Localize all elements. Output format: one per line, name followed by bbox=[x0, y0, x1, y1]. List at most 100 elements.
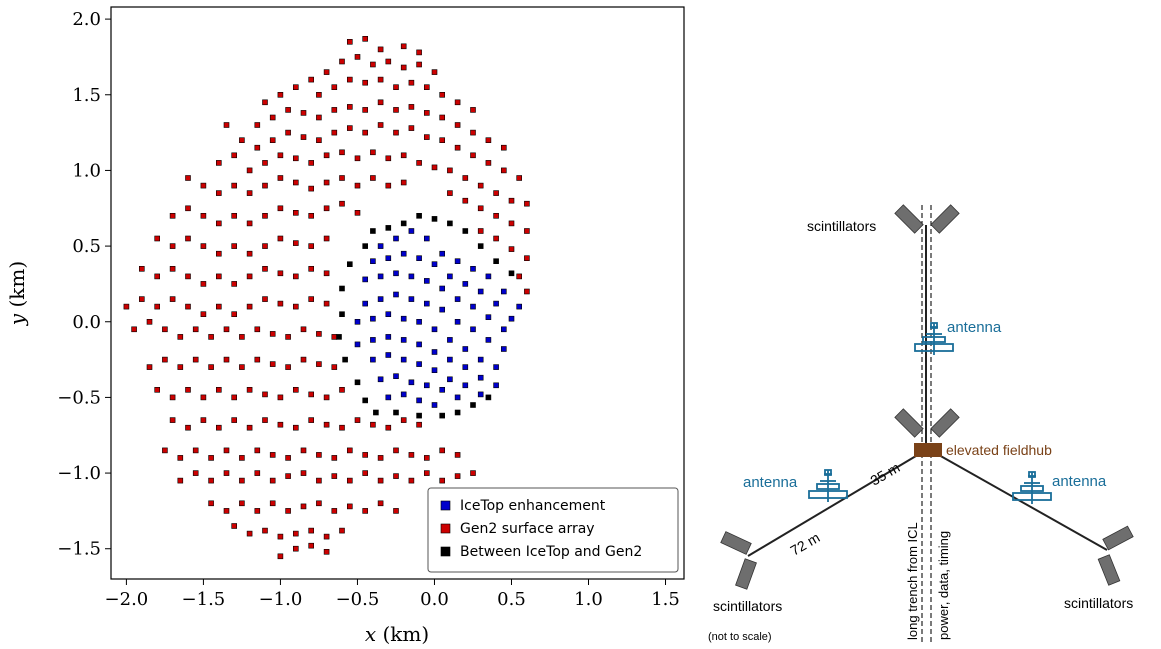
data-point bbox=[339, 58, 345, 65]
data-point bbox=[470, 265, 476, 272]
data-point bbox=[416, 397, 422, 404]
data-point bbox=[316, 477, 322, 484]
data-point bbox=[400, 417, 407, 423]
data-point bbox=[393, 409, 399, 416]
data-point bbox=[354, 318, 361, 325]
data-point bbox=[277, 235, 284, 242]
data-point bbox=[339, 424, 345, 431]
trench-sublabel: power, data, timing bbox=[936, 531, 951, 640]
data-point bbox=[285, 129, 291, 136]
data-point bbox=[462, 197, 469, 204]
data-point bbox=[292, 155, 299, 162]
antenna-left-icon bbox=[808, 469, 848, 502]
data-point bbox=[370, 315, 376, 322]
data-point bbox=[377, 376, 384, 383]
data-point bbox=[200, 394, 207, 401]
data-point bbox=[524, 255, 530, 261]
data-point bbox=[462, 281, 469, 287]
data-point bbox=[262, 160, 268, 166]
data-point bbox=[354, 417, 361, 423]
data-point bbox=[146, 318, 153, 325]
data-point bbox=[454, 394, 461, 401]
data-point bbox=[439, 114, 446, 121]
antenna-left-label: antenna bbox=[743, 474, 798, 491]
data-point bbox=[308, 160, 315, 166]
legend-swatch-icetop bbox=[440, 500, 451, 511]
data-point bbox=[331, 334, 338, 340]
data-point bbox=[262, 265, 268, 272]
data-point bbox=[308, 296, 315, 302]
data-point bbox=[524, 288, 530, 295]
data-point bbox=[269, 477, 276, 484]
data-point bbox=[254, 122, 261, 128]
data-point bbox=[516, 303, 523, 310]
scintillator-panel bbox=[930, 204, 960, 234]
data-point bbox=[208, 500, 214, 507]
data-point bbox=[385, 255, 392, 261]
data-point bbox=[439, 306, 446, 313]
data-point bbox=[346, 38, 353, 45]
scintillator-panel bbox=[894, 204, 924, 234]
data-point bbox=[462, 175, 469, 181]
data-point bbox=[131, 326, 137, 333]
data-point bbox=[200, 417, 207, 423]
data-point bbox=[231, 394, 237, 401]
data-point bbox=[331, 364, 338, 370]
data-point bbox=[462, 382, 469, 389]
data-point bbox=[346, 503, 353, 510]
data-point bbox=[285, 473, 291, 479]
data-point bbox=[393, 270, 399, 277]
data-point bbox=[416, 421, 422, 428]
data-point bbox=[323, 179, 330, 186]
data-point bbox=[408, 125, 415, 131]
antenna-right-label: antenna bbox=[1052, 473, 1107, 490]
data-point bbox=[385, 334, 392, 340]
data-point bbox=[408, 477, 415, 484]
data-point bbox=[477, 205, 484, 212]
data-point bbox=[385, 155, 392, 162]
data-point bbox=[346, 477, 353, 484]
data-point bbox=[454, 296, 461, 302]
data-point bbox=[354, 341, 361, 348]
data-point bbox=[416, 341, 422, 348]
data-point bbox=[370, 356, 376, 363]
data-point bbox=[477, 391, 484, 398]
data-point bbox=[500, 167, 507, 174]
scatter-plot: −2.0 −1.5 −1.0 −0.5 0.0 0.5 1.0 1.5 −1.5 −1.0 −0.… bbox=[5, 6, 685, 646]
data-point bbox=[246, 424, 253, 431]
data-point bbox=[416, 213, 422, 219]
data-point bbox=[146, 364, 153, 370]
data-point bbox=[377, 500, 384, 507]
data-point bbox=[323, 300, 330, 307]
data-point bbox=[316, 92, 322, 98]
data-point bbox=[470, 326, 476, 333]
data-point bbox=[246, 190, 253, 196]
x-tick-label: 1.0 bbox=[574, 589, 603, 610]
data-point bbox=[269, 361, 276, 367]
data-point bbox=[269, 137, 276, 143]
data-point bbox=[354, 155, 361, 162]
data-point bbox=[277, 152, 284, 159]
data-point bbox=[500, 346, 507, 352]
data-point bbox=[208, 364, 214, 370]
data-point bbox=[408, 79, 415, 86]
data-point bbox=[177, 477, 184, 484]
data-point bbox=[162, 447, 168, 454]
data-point bbox=[239, 364, 245, 370]
data-point bbox=[393, 373, 399, 380]
data-point bbox=[393, 473, 399, 479]
data-point bbox=[308, 76, 315, 83]
data-point bbox=[431, 326, 438, 333]
data-point bbox=[316, 331, 322, 337]
antenna-part bbox=[914, 343, 954, 352]
y-tick-label: 1.0 bbox=[72, 160, 101, 181]
data-point bbox=[246, 250, 253, 257]
data-point bbox=[308, 243, 315, 249]
data-point bbox=[400, 356, 407, 363]
data-point bbox=[354, 379, 361, 386]
data-point bbox=[454, 122, 461, 128]
data-point bbox=[208, 455, 214, 461]
data-point bbox=[462, 228, 469, 234]
data-point bbox=[385, 352, 392, 358]
legend: IceTop enhancement Gen2 surface array Be… bbox=[427, 487, 679, 573]
